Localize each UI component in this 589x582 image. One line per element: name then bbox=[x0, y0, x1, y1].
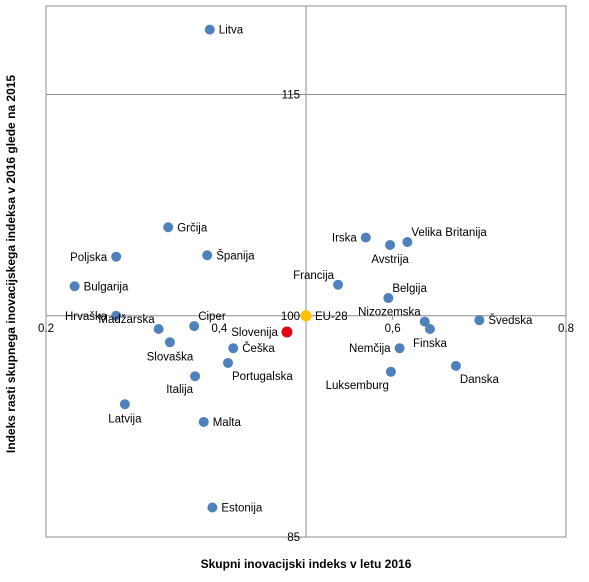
point-bulgarija bbox=[69, 281, 80, 292]
y-tick-label: 100 bbox=[281, 311, 300, 323]
point-grcija bbox=[163, 222, 174, 233]
point-avstrija bbox=[385, 239, 396, 250]
y-axis-title: Indeks rasti skupnega inovacijskega inde… bbox=[4, 75, 18, 454]
point-ciper bbox=[189, 321, 200, 332]
point-italija bbox=[190, 371, 201, 382]
point-velika-britanija bbox=[402, 237, 413, 247]
label-nizozemska: Nizozemska bbox=[358, 307, 421, 319]
label-slovenija: Slovenija bbox=[231, 327, 278, 339]
label-portugalska: Portugalska bbox=[232, 371, 293, 383]
label-francija: Francija bbox=[293, 270, 335, 282]
x-axis-ticks: 0.2 0,4 0,6 0.8 bbox=[38, 315, 574, 335]
data-points bbox=[69, 24, 485, 513]
label-grcija: Grčija bbox=[177, 222, 208, 234]
label-eu-28: EU-28 bbox=[315, 311, 348, 323]
label-poljska: Poljska bbox=[70, 252, 108, 264]
label-latvija: Latvija bbox=[108, 413, 142, 425]
label-madzarska: Madžarska bbox=[98, 314, 155, 326]
point-nizozemska bbox=[419, 316, 430, 327]
label-velika-britanija: Velika Britanija bbox=[411, 227, 487, 239]
point-litva bbox=[204, 24, 215, 35]
x-tick-label: 0,6 bbox=[385, 323, 401, 335]
point-malta bbox=[198, 416, 209, 427]
label-litva: Litva bbox=[219, 25, 244, 37]
point-irska bbox=[360, 232, 371, 243]
point-danska bbox=[450, 360, 461, 371]
point-nemcija bbox=[394, 343, 405, 354]
x-tick-label: 0.8 bbox=[558, 323, 574, 335]
label-nemcija: Nemčija bbox=[349, 343, 391, 355]
label-hrvaska: Hrvaška bbox=[65, 311, 108, 323]
point-eu-28 bbox=[300, 310, 312, 322]
label-estonija: Estonija bbox=[221, 503, 263, 515]
point-svedska bbox=[474, 315, 485, 326]
y-tick-label: 115 bbox=[282, 90, 300, 102]
label-ciper: Ciper bbox=[198, 311, 226, 323]
y-tick-label: 85 bbox=[287, 532, 300, 544]
point-poljska bbox=[111, 251, 122, 262]
label-belgija: Belgija bbox=[392, 283, 427, 295]
label-luksemburg: Luksemburg bbox=[326, 380, 389, 392]
x-axis-title: Skupni inovacijski indeks v letu 2016 bbox=[201, 557, 412, 571]
point-estonija bbox=[207, 502, 218, 513]
point-latvija bbox=[119, 399, 130, 410]
label-svedska: Švedska bbox=[488, 314, 533, 327]
point-madzarska bbox=[153, 324, 164, 335]
label-italija: Italija bbox=[166, 384, 193, 396]
label-bulgarija: Bulgarija bbox=[84, 281, 129, 293]
y-axis-ticks: 115 100 85 bbox=[281, 90, 306, 544]
x-tick-label: 0,4 bbox=[211, 323, 228, 335]
point-ceska bbox=[228, 343, 239, 354]
label-danska: Danska bbox=[460, 374, 500, 386]
point-portugalska bbox=[223, 357, 233, 368]
label-ceska: Češka bbox=[242, 342, 275, 355]
point-finska bbox=[424, 324, 435, 335]
point-slovaska bbox=[164, 337, 175, 348]
point-luksemburg bbox=[385, 366, 396, 377]
point-slovenija bbox=[281, 326, 293, 338]
point-francija bbox=[333, 279, 344, 290]
point-hrvaska bbox=[111, 310, 122, 321]
label-avstrija: Avstrija bbox=[371, 254, 409, 266]
label-finska: Finska bbox=[413, 338, 447, 350]
label-slovaska: Slovaška bbox=[147, 351, 194, 363]
label-malta: Malta bbox=[213, 417, 242, 429]
point-spanija bbox=[202, 250, 213, 261]
label-spanija: Španija bbox=[216, 249, 255, 262]
point-labels: Litva Grčija Poljska Španija Bulgarija Hrvašk… bbox=[65, 25, 533, 515]
x-tick-label: 0.2 bbox=[38, 323, 54, 335]
point-belgija bbox=[383, 293, 394, 304]
label-irska: Irska bbox=[332, 233, 358, 245]
